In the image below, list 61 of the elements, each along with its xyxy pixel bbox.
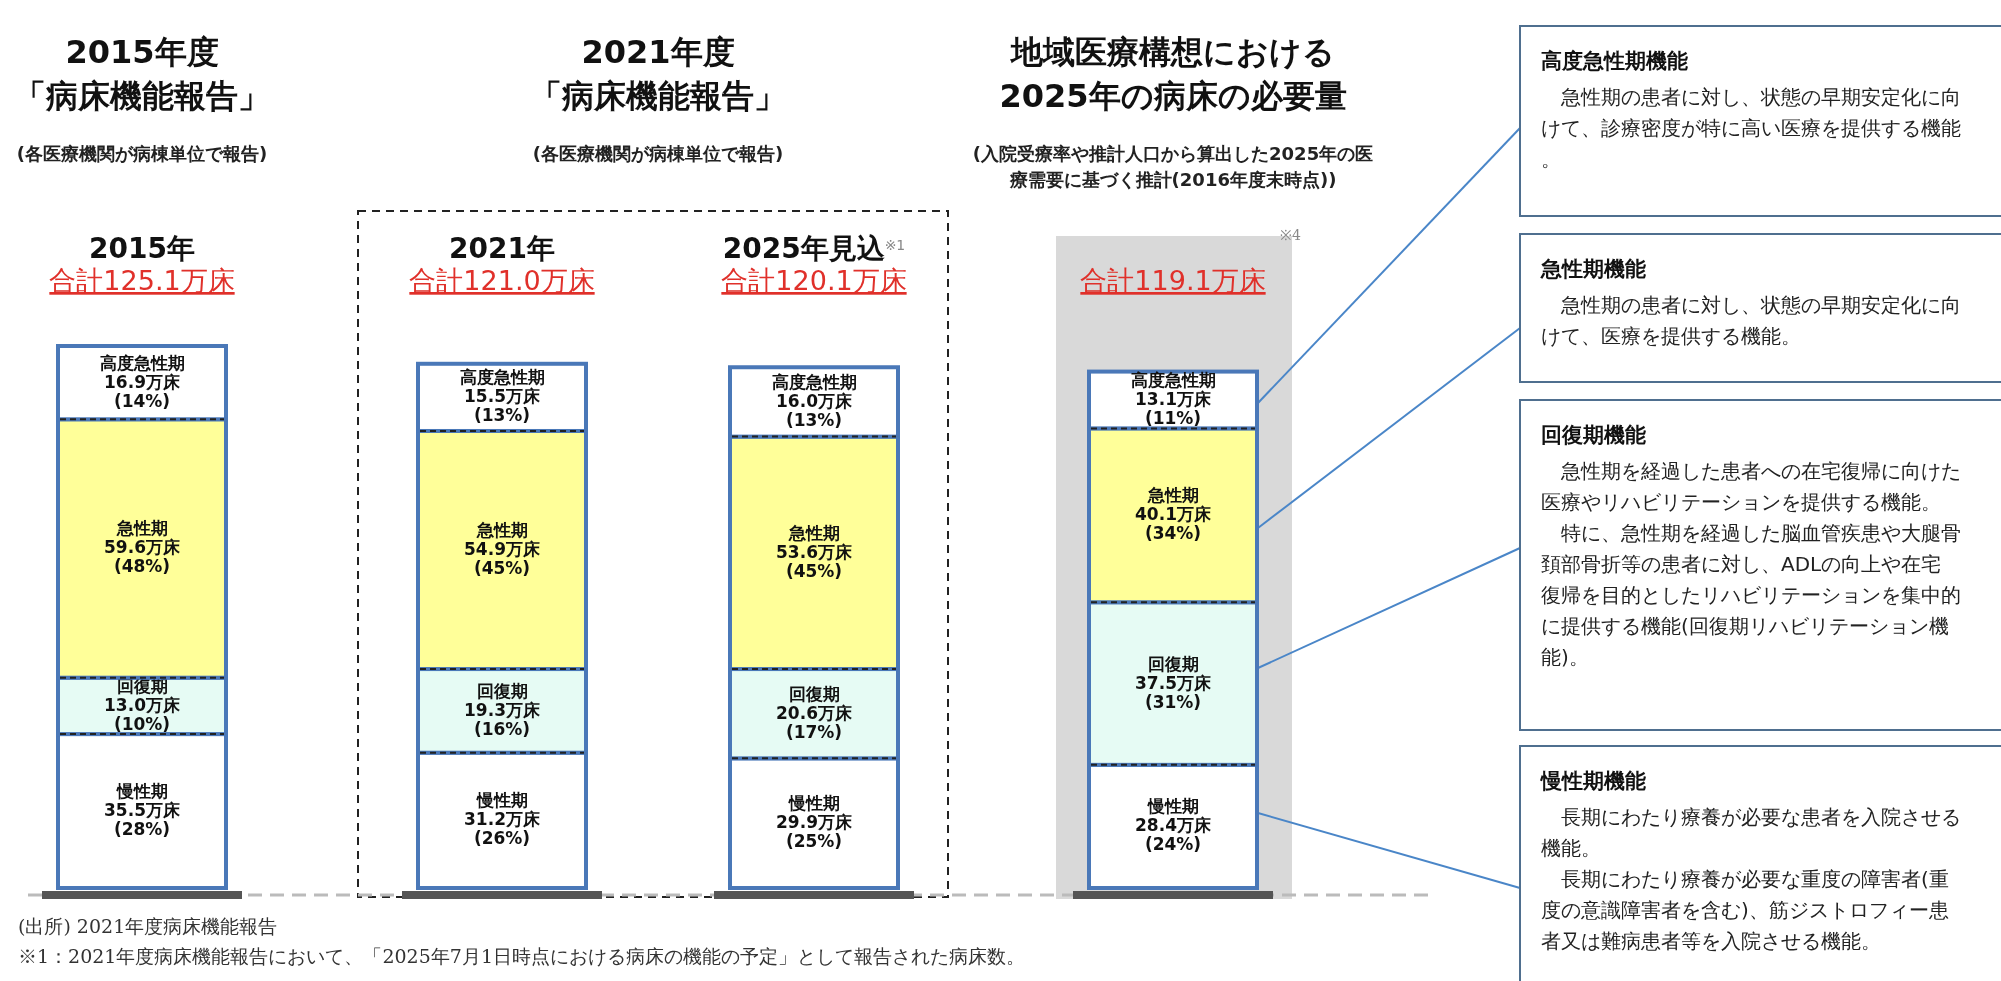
text: 急性期機能 bbox=[1540, 257, 1646, 281]
text: 急性期の患者に対し、状態の早期安定化に向けて、医療を提供する機能。 bbox=[1541, 293, 1961, 348]
text: (各医療機関が病棟単位で報告) bbox=[532, 143, 784, 164]
data-label: 37.5万床 (31%) bbox=[1135, 672, 1212, 712]
text: 慢性期 bbox=[476, 790, 528, 811]
data-label: 28.4万床 (24%) bbox=[1135, 815, 1212, 855]
text: 急性期 bbox=[116, 518, 168, 539]
data-label: 19.3万床 (16%) bbox=[464, 699, 541, 739]
text: 慢性期 bbox=[788, 793, 840, 814]
text: 回復期 bbox=[1147, 653, 1199, 674]
data-label: 15.5万床 (13%) bbox=[464, 386, 541, 426]
series-label: 回復期 bbox=[116, 675, 168, 696]
text: 地域医療構想における bbox=[1009, 33, 1335, 71]
series-label: 急性期 bbox=[1146, 485, 1199, 506]
text: 2021年度 bbox=[581, 33, 735, 71]
text: 2025年の病床の必要量 bbox=[999, 77, 1347, 115]
text: (各医療機関が病棟単位で報告) bbox=[16, 143, 268, 164]
text: 急性期 bbox=[788, 522, 840, 543]
text: 長期にわたり療養が必要な重度の障害者(重度の意識障害者を含む)、筋ジストロフィー患者又は難病患者等を入院させる機能。 bbox=[1541, 867, 1949, 953]
data-label: 20.6万床 (17%) bbox=[776, 702, 853, 742]
text: 長期にわたり療養が必要な患者を入院させる機能。 bbox=[1541, 805, 1961, 860]
text: 慢性期 bbox=[116, 781, 168, 802]
text: ※4 bbox=[1280, 227, 1301, 243]
text: 「病床機能報告」 bbox=[530, 77, 786, 115]
text: 急性期を経過した患者への在宅復帰に向けた医療やリハビリテーションを提供する機能。 bbox=[1541, 459, 1961, 514]
text: 慢性期機能 bbox=[1540, 769, 1646, 793]
text: (入院受療率や推計人口から算出した2025年の医療需要に基づく推計(2016年度末時点)) bbox=[972, 143, 1374, 190]
data-label: 35.5万床 (28%) bbox=[104, 800, 181, 840]
text: 急性期 bbox=[476, 520, 528, 541]
text: 「病床機能報告」 bbox=[14, 77, 270, 115]
data-label: 13.0万床 (10%) bbox=[104, 694, 181, 734]
data-label: 54.9万床 (45%) bbox=[464, 539, 541, 579]
series-label: 慢性期 bbox=[1146, 796, 1199, 817]
text: 高度急性期 bbox=[771, 371, 857, 392]
text: ※1：2021年度病床機能報告において、「2025年7月1日時点における病床の機能の予定」として報告された病床数。 bbox=[18, 945, 1025, 967]
total-label: 合計120.1万床 bbox=[721, 265, 907, 296]
text: 特に、急性期を経過した脳血管疾患や大腿骨頚部骨折等の患者に対し、ADLの向上や在宅復帰を目的としたリハビリテーションを集中的に提供する機能(回復期リハビリテーション機能)。 bbox=[1541, 521, 1961, 669]
data-label: 16.9万床 (14%) bbox=[104, 371, 181, 411]
text: (出所) 2021年度病床機能報告 bbox=[18, 915, 278, 937]
data-label: 16.0万床 (13%) bbox=[776, 390, 853, 430]
text: 2015年度 bbox=[65, 33, 219, 71]
x-tick-label: 2021年 bbox=[449, 232, 555, 265]
total-label: 合計121.0万床 bbox=[409, 265, 595, 296]
data-label: 40.1万床 (34%) bbox=[1135, 504, 1212, 544]
total-label: 合計119.1万床 bbox=[1080, 265, 1266, 296]
x-tick-label: 2025年見込$^{※1}$ bbox=[722, 232, 906, 265]
data-label: 59.6万床 (48%) bbox=[104, 537, 181, 577]
text: 高度急性期機能 bbox=[1541, 49, 1688, 73]
total-label: 合計125.1万床 bbox=[49, 265, 235, 296]
text: 回復期 bbox=[476, 680, 528, 701]
series-label: 高度急性期 bbox=[1130, 369, 1216, 390]
text: 急性期の患者に対し、状態の早期安定化に向けて、診療密度が特に高い医療を提供する機能。 bbox=[1541, 85, 1961, 171]
text: 回復期機能 bbox=[1541, 423, 1646, 447]
text: 高度急性期 bbox=[459, 367, 545, 388]
data-label: 31.2万床 (26%) bbox=[464, 809, 541, 849]
data-label: 29.9万床 (25%) bbox=[776, 812, 853, 852]
text: 回復期 bbox=[788, 683, 840, 704]
x-tick-label: 2015年 bbox=[89, 232, 195, 265]
data-label: 53.6万床 (45%) bbox=[776, 541, 853, 581]
data-label: 13.1万床 (11%) bbox=[1135, 388, 1212, 428]
text: 高度急性期 bbox=[99, 352, 185, 373]
